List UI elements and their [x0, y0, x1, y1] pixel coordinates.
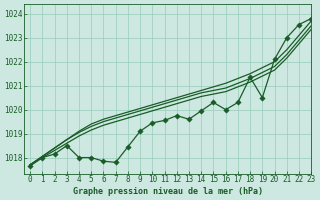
X-axis label: Graphe pression niveau de la mer (hPa): Graphe pression niveau de la mer (hPa) — [73, 187, 263, 196]
